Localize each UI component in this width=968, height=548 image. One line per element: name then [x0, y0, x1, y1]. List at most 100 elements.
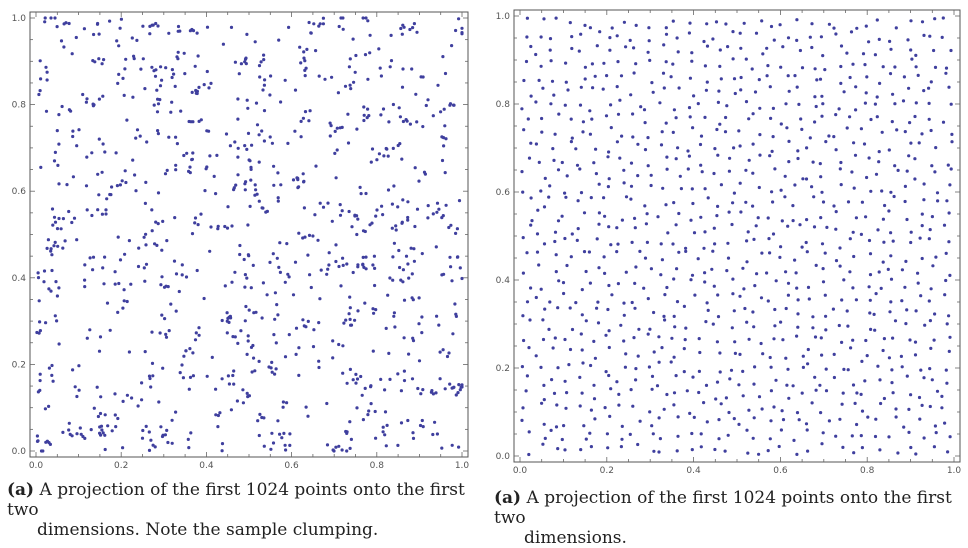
data-point	[333, 151, 337, 155]
data-point	[181, 376, 185, 380]
data-point	[669, 360, 673, 364]
data-point	[922, 33, 926, 38]
data-point	[343, 84, 348, 88]
data-point	[556, 366, 560, 370]
data-point	[400, 157, 404, 161]
data-point	[887, 209, 891, 213]
data-point	[697, 390, 701, 395]
data-point	[256, 419, 260, 423]
data-point	[144, 262, 149, 266]
data-point	[124, 57, 128, 61]
data-point	[913, 353, 918, 357]
data-point	[649, 183, 653, 188]
data-point	[618, 98, 622, 102]
data-point	[706, 308, 710, 312]
data-point	[194, 331, 198, 335]
data-point	[257, 433, 261, 438]
data-point	[889, 277, 894, 281]
data-point	[579, 448, 583, 452]
data-point	[792, 438, 796, 442]
data-point	[71, 368, 75, 372]
data-point	[893, 102, 897, 106]
data-point	[656, 215, 660, 219]
data-point	[283, 355, 288, 359]
data-point	[209, 225, 213, 229]
data-point	[628, 38, 632, 43]
data-point	[52, 244, 56, 248]
data-point	[540, 130, 544, 134]
data-point	[72, 216, 77, 220]
data-point	[97, 193, 101, 197]
data-point	[270, 370, 274, 374]
data-point	[560, 160, 564, 165]
data-point	[804, 240, 808, 245]
data-point	[454, 314, 458, 318]
data-point	[299, 119, 303, 123]
data-point	[671, 130, 675, 134]
data-point	[879, 286, 883, 290]
data-point	[758, 153, 762, 157]
data-point	[267, 365, 271, 369]
data-point	[583, 23, 587, 27]
data-point	[525, 374, 529, 378]
data-point	[671, 19, 675, 23]
data-point	[279, 100, 283, 104]
data-point	[363, 53, 368, 57]
data-point	[602, 61, 606, 65]
data-point	[84, 100, 88, 104]
data-point	[110, 429, 114, 433]
data-point	[818, 77, 823, 81]
data-point	[143, 87, 147, 91]
data-point	[711, 249, 715, 253]
data-point	[682, 370, 686, 374]
data-point	[257, 359, 261, 363]
data-point	[205, 374, 209, 378]
data-point	[182, 51, 186, 55]
data-point	[726, 241, 730, 245]
data-point	[832, 375, 836, 380]
data-point	[646, 50, 650, 54]
data-point	[193, 216, 198, 220]
data-point	[780, 409, 784, 413]
data-point	[123, 169, 127, 173]
data-point	[658, 437, 662, 441]
data-point	[862, 142, 867, 146]
data-point	[949, 48, 953, 53]
data-point	[153, 74, 158, 78]
data-point	[311, 345, 316, 349]
data-point	[160, 434, 165, 439]
data-point	[738, 31, 742, 35]
data-point	[434, 391, 438, 395]
data-point	[91, 102, 95, 106]
data-point	[743, 306, 747, 311]
data-point	[849, 346, 853, 350]
data-point	[304, 405, 308, 409]
data-point	[262, 83, 266, 87]
data-point	[353, 70, 357, 74]
data-point	[869, 189, 873, 193]
data-point	[733, 340, 737, 344]
data-point	[252, 356, 256, 360]
data-point	[539, 35, 543, 39]
data-point	[781, 418, 786, 422]
data-point	[214, 413, 218, 417]
data-point	[548, 48, 552, 52]
data-point	[264, 210, 268, 214]
data-point	[426, 204, 430, 208]
data-point	[337, 24, 341, 29]
data-point	[639, 105, 643, 109]
data-point	[297, 373, 301, 377]
data-point	[542, 383, 546, 387]
data-point	[700, 170, 704, 174]
data-point	[811, 160, 815, 164]
data-point	[421, 75, 425, 79]
data-point	[359, 374, 363, 379]
data-point	[543, 436, 547, 440]
data-point	[929, 128, 933, 133]
data-point	[154, 21, 158, 26]
data-point	[851, 230, 855, 234]
data-point	[156, 191, 161, 195]
data-point	[928, 34, 932, 38]
data-point	[928, 228, 932, 232]
data-point	[739, 88, 743, 92]
